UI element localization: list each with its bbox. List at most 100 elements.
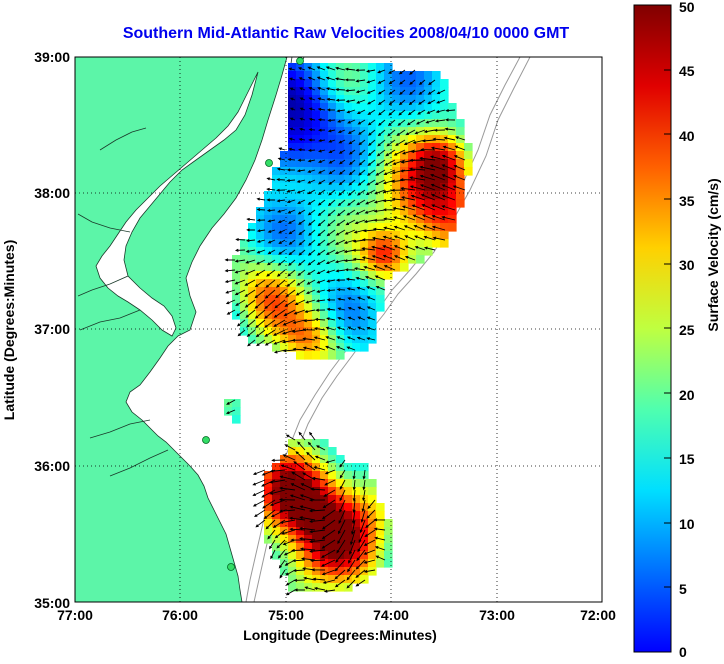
- velocity-arrow: [306, 279, 316, 285]
- velocity-cell: [288, 159, 297, 168]
- velocity-arrow: [287, 269, 296, 277]
- velocity-arrow: [225, 409, 236, 415]
- velocity-arrow: [431, 225, 446, 231]
- velocity-cell: [320, 247, 329, 256]
- velocity-cell: [304, 463, 313, 472]
- velocity-cell: [336, 263, 345, 272]
- velocity-cell: [296, 479, 305, 488]
- velocity-cell: [280, 239, 289, 248]
- velocity-cell: [352, 223, 361, 232]
- colorbar-tick-label: 0: [679, 644, 687, 659]
- velocity-arrow: [299, 526, 316, 531]
- velocity-cell: [352, 471, 361, 480]
- velocity-cell: [384, 535, 393, 544]
- velocity-arrow: [445, 109, 456, 113]
- velocity-arrow: [367, 499, 376, 510]
- velocity-arrow: [307, 239, 316, 246]
- velocity-cell: [360, 191, 369, 200]
- velocity-arrow: [388, 99, 396, 106]
- velocity-cell: [296, 143, 305, 152]
- velocity-arrow: [245, 239, 256, 243]
- velocity-cell: [360, 575, 369, 584]
- velocity-cell: [288, 487, 297, 496]
- velocity-cell: [376, 527, 385, 536]
- velocity-cell: [336, 487, 345, 496]
- velocity-cell: [328, 79, 337, 88]
- velocity-arrow: [266, 259, 276, 266]
- velocity-arrow: [274, 299, 286, 309]
- velocity-cell: [376, 503, 385, 512]
- velocity-arrow: [436, 89, 446, 95]
- velocity-cell: [352, 551, 361, 560]
- velocity-cell: [312, 79, 321, 88]
- velocity-cell: [264, 503, 273, 512]
- velocity-cell: [416, 119, 425, 128]
- velocity-cell: [432, 191, 441, 200]
- velocity-cell: [424, 87, 433, 96]
- velocity-cell: [360, 79, 369, 88]
- velocity-arrow: [309, 431, 316, 441]
- velocity-arrow: [377, 129, 386, 137]
- velocity-arrow: [266, 269, 276, 277]
- velocity-arrow: [292, 559, 306, 563]
- velocity-arrow: [398, 69, 406, 75]
- velocity-cell: [376, 119, 385, 128]
- velocity-cell: [344, 527, 353, 536]
- velocity-cell: [240, 271, 249, 280]
- velocity-cell: [408, 239, 417, 248]
- velocity-cell: [296, 343, 305, 352]
- velocity-cell: [320, 303, 329, 312]
- velocity-cell: [344, 79, 353, 88]
- velocity-arrow: [286, 279, 296, 287]
- velocity-cell: [416, 247, 425, 256]
- velocity-arrow: [367, 109, 376, 115]
- velocity-arrow: [378, 109, 386, 116]
- velocity-arrow: [347, 129, 356, 134]
- velocity-arrow: [374, 275, 386, 281]
- velocity-cell: [352, 103, 361, 112]
- velocity-arrow: [307, 189, 316, 195]
- velocity-arrow: [313, 336, 326, 341]
- velocity-arrow: [295, 289, 306, 296]
- velocity-arrow: [298, 431, 306, 441]
- colorbar: 0 5 10 15 20 25 30 35 40 45 50 Surface V…: [633, 0, 721, 660]
- velocity-cell: [360, 327, 369, 336]
- velocity-cell: [344, 63, 353, 72]
- velocity-arrow: [335, 346, 346, 351]
- velocity-arrow: [347, 297, 356, 301]
- velocity-cell: [232, 407, 241, 416]
- velocity-arrow: [431, 204, 446, 211]
- velocity-cell: [424, 167, 433, 176]
- velocity-cell: [344, 327, 353, 336]
- velocity-cell: [376, 519, 385, 528]
- velocity-cell: [312, 159, 321, 168]
- velocity-cell: [280, 511, 289, 520]
- velocity-arrow: [225, 299, 236, 305]
- velocity-arrow: [254, 509, 266, 518]
- velocity-cell: [280, 247, 289, 256]
- velocity-cell: [424, 247, 433, 256]
- velocity-cell: [328, 255, 337, 264]
- velocity-arrow: [426, 109, 436, 114]
- velocity-cell: [328, 143, 337, 152]
- velocity-arrow: [338, 139, 346, 144]
- velocity-cell: [296, 207, 305, 216]
- velocity-cell: [304, 223, 313, 232]
- velocity-arrow: [431, 214, 446, 221]
- velocity-arrow: [335, 229, 346, 236]
- velocity-cell: [296, 103, 305, 112]
- velocity-arrow: [364, 529, 376, 538]
- velocity-cell: [360, 63, 369, 72]
- velocity-cell: [296, 535, 305, 544]
- velocity-arrow: [278, 559, 286, 569]
- x-tick-label: 73:00: [479, 607, 515, 623]
- velocity-cell: [304, 199, 313, 208]
- velocity-arrow: [299, 87, 306, 91]
- velocity-cell: [344, 495, 353, 504]
- velocity-arrow: [351, 509, 356, 525]
- velocity-cell: [328, 527, 337, 536]
- velocity-cell: [352, 95, 361, 104]
- velocity-arrow: [377, 79, 386, 84]
- velocity-cell: [312, 71, 321, 80]
- velocity-arrow: [409, 69, 416, 75]
